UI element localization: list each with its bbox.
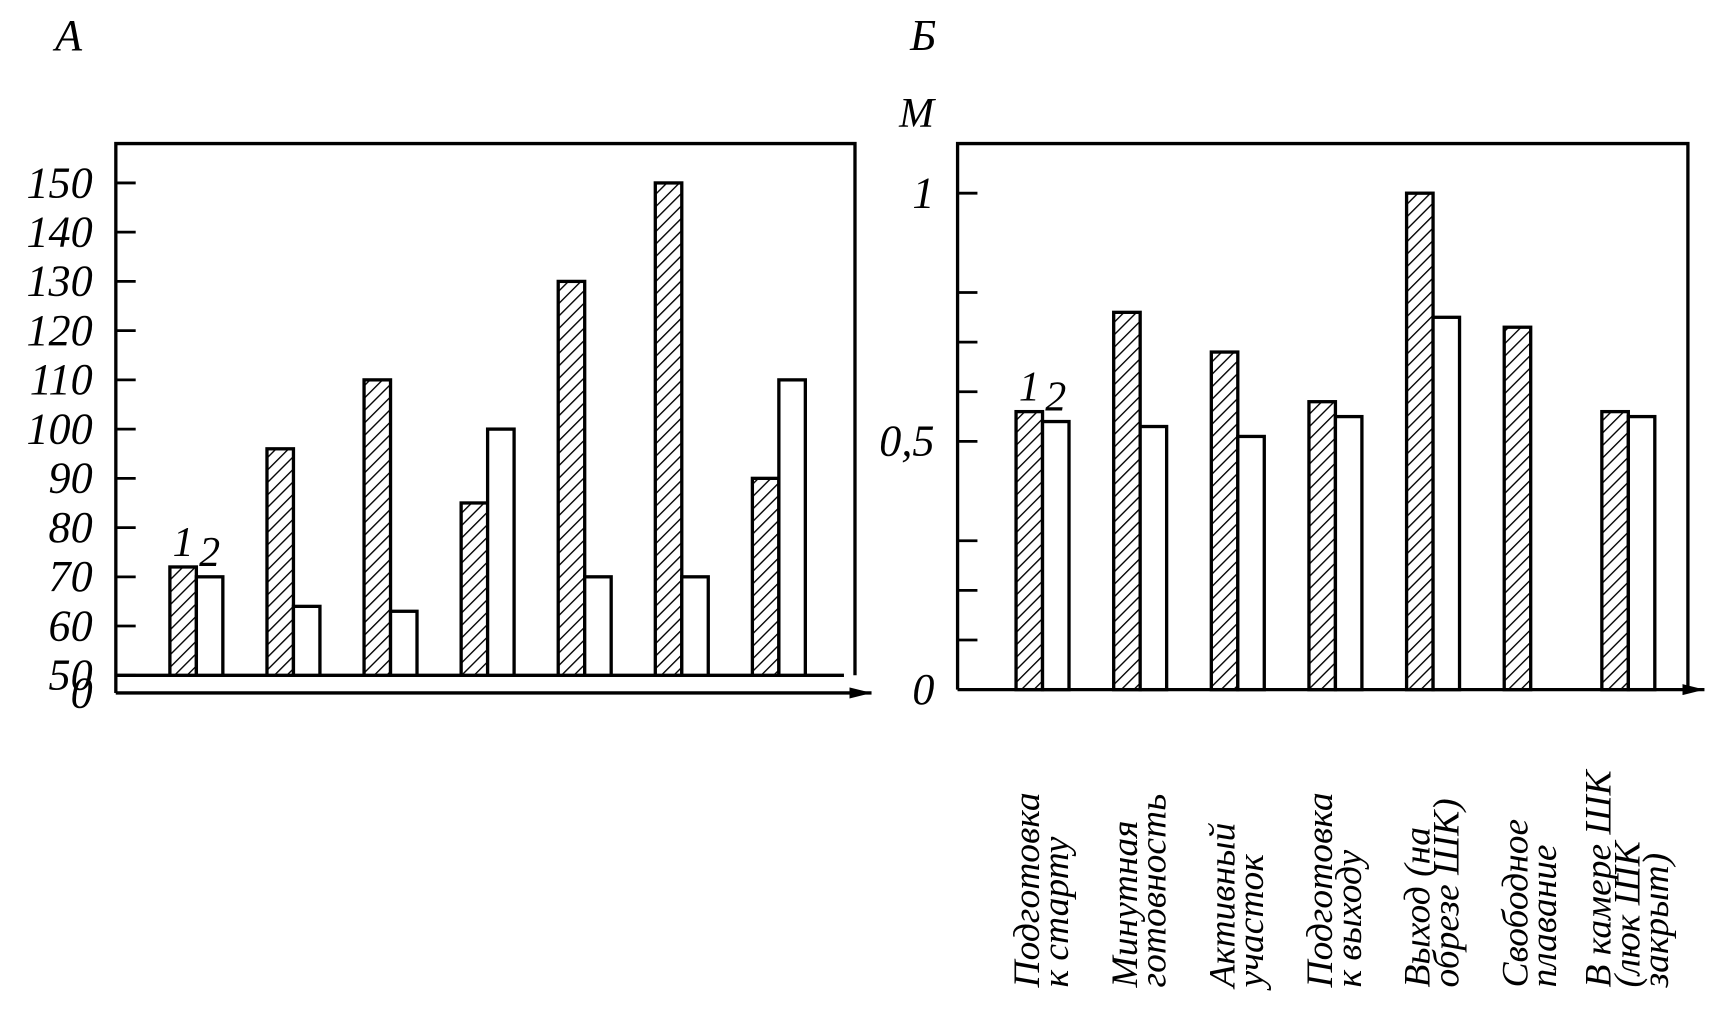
bar xyxy=(1307,400,1338,692)
bar xyxy=(777,378,807,677)
bar xyxy=(265,447,296,677)
category-label: к старту xyxy=(1036,836,1077,987)
bar xyxy=(1600,409,1630,692)
category-label: Подготовка xyxy=(1300,792,1341,988)
y-tick-label: 110 xyxy=(30,355,93,404)
legend-label: 2 xyxy=(1045,375,1066,421)
y-tick-label: 140 xyxy=(26,208,92,257)
category-label: Подготовка xyxy=(1007,792,1048,988)
y-tick-label: 90 xyxy=(49,454,93,503)
category-label: (люк ШК xyxy=(1607,839,1648,987)
y-axis-label: М xyxy=(898,91,936,137)
plot-frame xyxy=(114,141,857,693)
bar xyxy=(291,604,322,677)
bar xyxy=(1040,419,1071,692)
category-label: В камере ШК xyxy=(1579,768,1620,987)
y-tick-label: 1 xyxy=(912,169,934,218)
bar xyxy=(653,181,684,677)
y-tick-label: 150 xyxy=(26,158,92,207)
bar xyxy=(1431,315,1462,692)
y-tick-label: 70 xyxy=(49,552,93,601)
bar xyxy=(1209,350,1240,692)
bar xyxy=(485,427,516,677)
y-tick-label: 0 xyxy=(71,668,93,717)
category-label: обрезе ШК) xyxy=(1426,798,1467,987)
category-label: закрыт) xyxy=(1636,853,1677,989)
category-label: плавание xyxy=(1524,844,1565,987)
category-label: Выход (на xyxy=(1398,827,1439,987)
bar xyxy=(194,575,225,677)
bar xyxy=(1626,414,1657,692)
bar xyxy=(1502,325,1533,692)
bar xyxy=(459,501,490,677)
bar xyxy=(1333,414,1364,692)
panel-title: Б xyxy=(909,11,936,60)
category-label: участок xyxy=(1231,854,1272,992)
bar xyxy=(168,565,199,677)
category-label: к выходу xyxy=(1329,849,1370,987)
y-tick-label: 60 xyxy=(49,601,93,650)
bar xyxy=(680,575,710,677)
y-tick-label: 0 xyxy=(912,665,934,714)
legend-label: 1 xyxy=(1019,365,1040,411)
category-label: готовность xyxy=(1134,794,1175,988)
y-tick-label: 100 xyxy=(26,404,92,453)
category-label: Минутная xyxy=(1105,820,1146,988)
bar xyxy=(1112,310,1142,692)
legend-label: 2 xyxy=(199,530,220,576)
legend-label: 1 xyxy=(173,520,194,566)
bar xyxy=(1138,424,1169,692)
y-tick-label: 50 xyxy=(49,651,93,700)
category-label: Свободное xyxy=(1495,819,1536,988)
y-tick-label: 0,5 xyxy=(879,417,934,466)
bar xyxy=(1014,409,1045,692)
y-tick-label: 130 xyxy=(26,257,92,306)
bar xyxy=(556,279,587,677)
y-tick-label: 120 xyxy=(26,306,92,355)
bar xyxy=(362,378,393,677)
category-label: Активный xyxy=(1202,822,1243,990)
plot-frame xyxy=(955,141,1690,690)
bar xyxy=(388,609,419,677)
bar xyxy=(1236,434,1266,692)
bar xyxy=(750,476,781,677)
panel-title: А xyxy=(52,11,83,60)
bar xyxy=(1404,191,1435,692)
y-tick-label: 80 xyxy=(49,503,93,552)
bar xyxy=(583,575,613,677)
